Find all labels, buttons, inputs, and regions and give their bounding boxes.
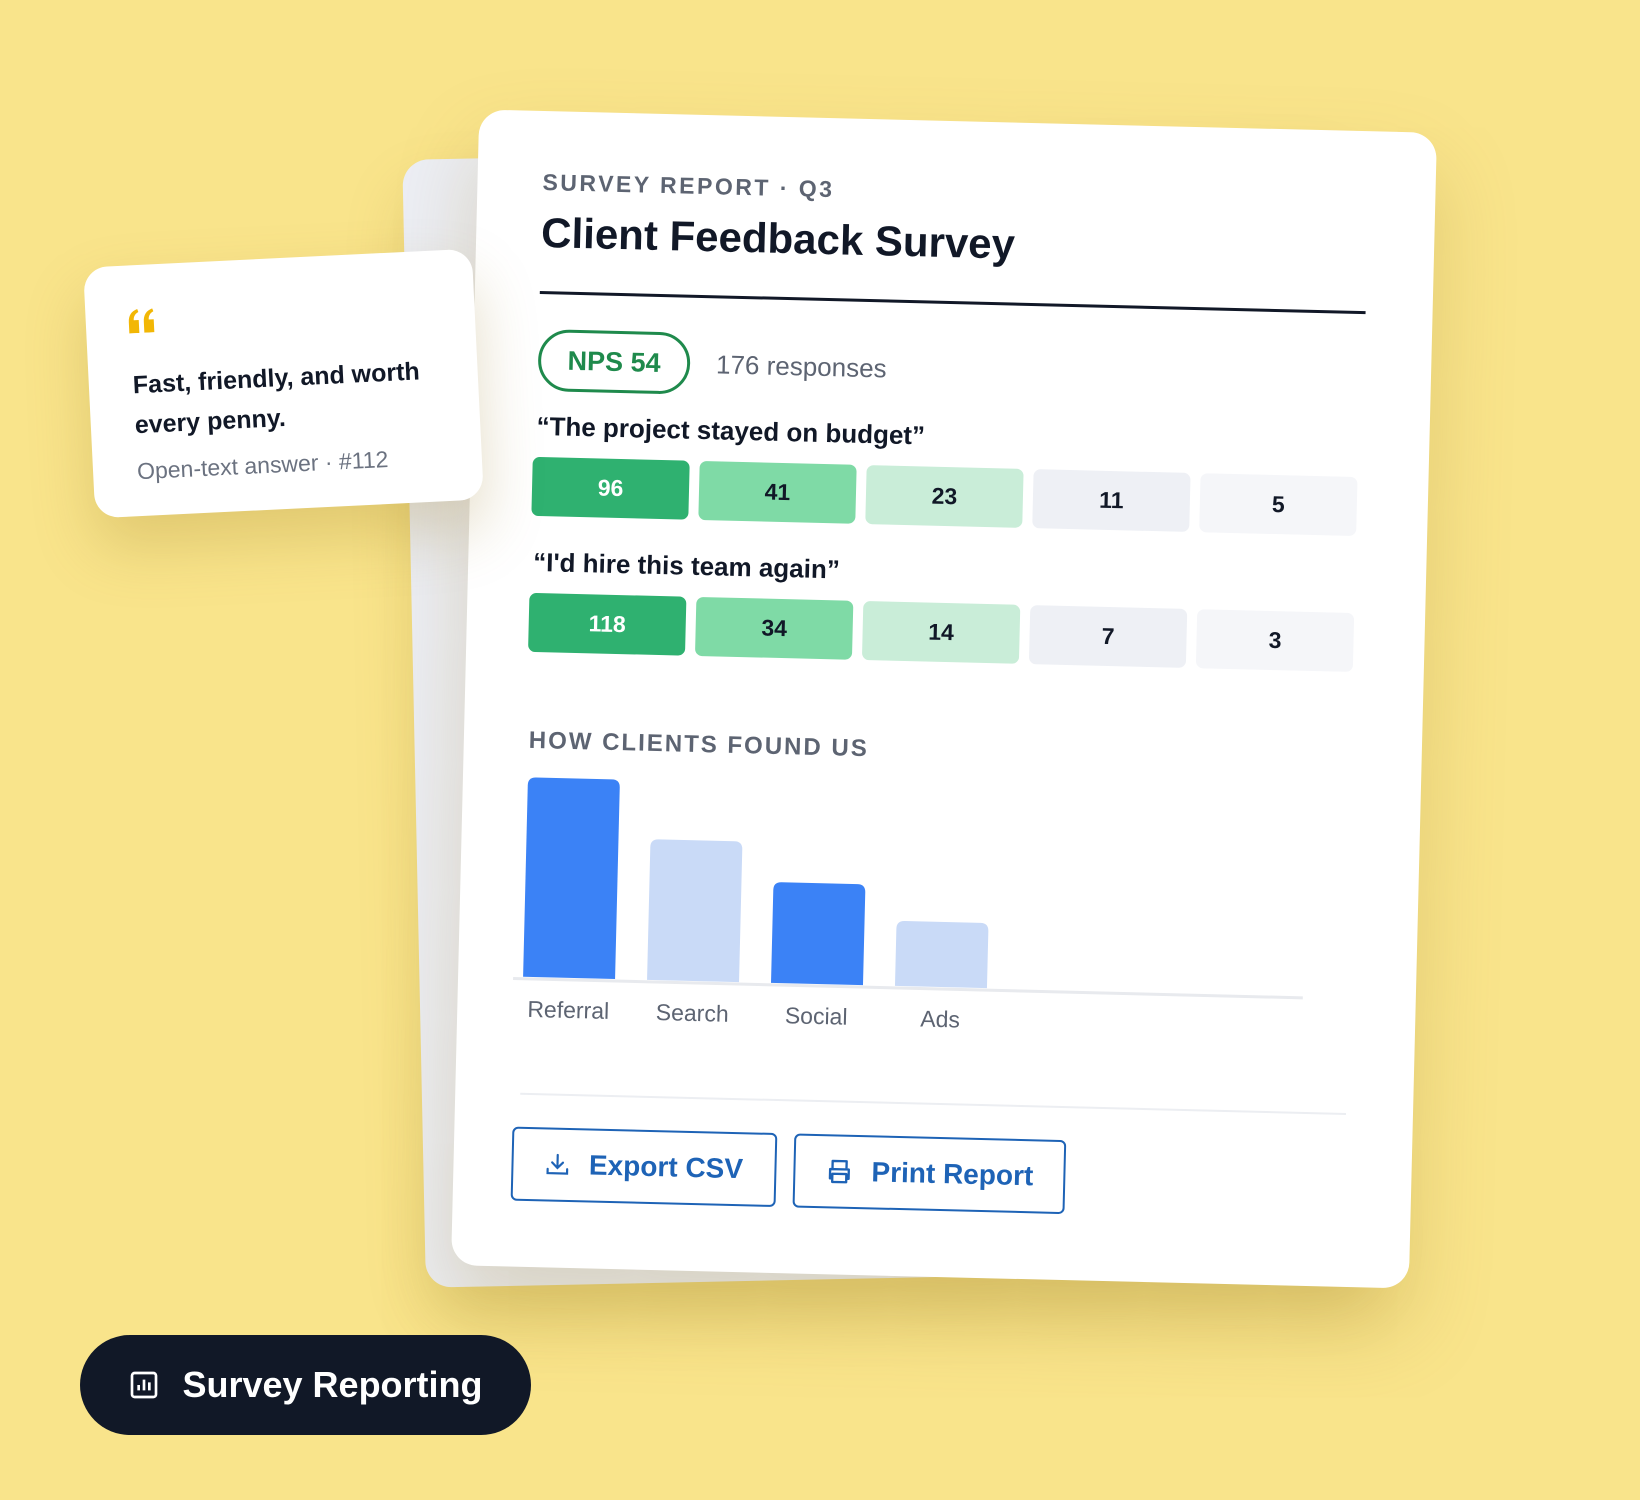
export-button[interactable]: Export CSV bbox=[510, 1126, 778, 1208]
rating-cell: 7 bbox=[1028, 605, 1188, 668]
eyebrow: SURVEY REPORT · Q3 bbox=[542, 169, 835, 203]
question: “I'd hire this team again” bbox=[532, 546, 841, 585]
rating-cell: 11 bbox=[1032, 469, 1191, 532]
chart-title: HOW CLIENTS FOUND US bbox=[528, 726, 870, 763]
rating-cell: 118 bbox=[528, 592, 687, 656]
quote-text: Fast, friendly, and worth every penny. bbox=[132, 357, 421, 440]
x-tick-label: Social bbox=[785, 1002, 848, 1030]
quote-meta: Open-text answer · #112 bbox=[136, 445, 389, 485]
bar bbox=[771, 882, 866, 986]
title-rule bbox=[539, 291, 1366, 315]
rating-row: 118 34 14 7 3 bbox=[528, 592, 1355, 672]
baseline bbox=[513, 977, 1303, 1000]
button-label: Export CSV bbox=[588, 1149, 744, 1185]
question: “The project stayed on budget” bbox=[536, 410, 926, 451]
rating-cell: 5 bbox=[1199, 473, 1358, 537]
quote-icon bbox=[128, 308, 155, 334]
rating-cell: 23 bbox=[865, 465, 1024, 528]
chart: Referral Search Social Ads bbox=[513, 777, 1303, 1033]
download-icon bbox=[546, 1153, 569, 1175]
rating-row: 96 41 23 11 5 bbox=[531, 456, 1358, 537]
nps-pill: NPS 54 bbox=[537, 328, 691, 395]
print-icon bbox=[828, 1159, 851, 1184]
report-card: SURVEY REPORT · Q3 Client Feedback Surve… bbox=[451, 109, 1437, 1289]
feature-badge: Survey Reporting bbox=[80, 1335, 531, 1435]
responses: 176 responses bbox=[715, 349, 887, 384]
bar bbox=[647, 839, 743, 983]
x-tick-label: Search bbox=[656, 999, 729, 1027]
x-tick-label: Referral bbox=[527, 996, 609, 1024]
print-button[interactable]: Print Report bbox=[792, 1133, 1067, 1215]
quote-card: Fast, friendly, and worth every penny. O… bbox=[83, 248, 484, 519]
questions: “The project stayed on budget” 96 41 23 11 5 “… bbox=[479, 109, 1437, 672]
rating-cell: 34 bbox=[694, 596, 854, 660]
rating-cell: 14 bbox=[861, 601, 1021, 664]
report-title: Client Feedback Survey bbox=[540, 209, 1016, 268]
rating-cell: 96 bbox=[531, 456, 690, 520]
rating-cell: 3 bbox=[1195, 609, 1355, 672]
bar bbox=[894, 921, 989, 989]
chart-icon bbox=[131, 1371, 158, 1399]
bar bbox=[523, 777, 620, 980]
button-label: Print Report bbox=[871, 1156, 1034, 1192]
x-tick-label: Ads bbox=[920, 1006, 960, 1033]
badge-label: Survey Reporting bbox=[182, 1364, 483, 1405]
separator bbox=[520, 1092, 1347, 1115]
rating-cell: 41 bbox=[698, 460, 857, 524]
